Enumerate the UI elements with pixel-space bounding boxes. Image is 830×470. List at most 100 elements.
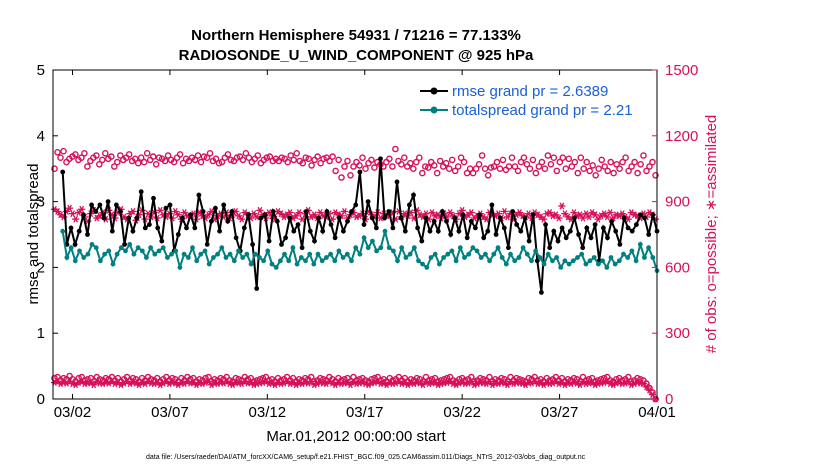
obs-possible-marker [176,151,184,158]
spread-point [361,235,367,241]
obs-assimilated-marker [171,208,179,215]
spread-point [269,261,275,267]
obs-possible-marker [619,158,626,166]
spread-point [169,251,174,257]
obs-assimilated-marker [570,209,578,217]
obs-possible-marker [625,167,632,175]
obs-possible-marker [87,157,94,165]
obs-possible-marker [335,156,342,164]
obs-possible-marker [448,156,456,164]
spread-point [612,261,618,267]
spread-point [219,245,225,251]
rmse-point [246,212,251,218]
rmse-point [576,232,581,237]
obs-possible-marker [409,165,417,172]
obs-possible-marker [239,156,247,164]
obs-assimilated-marker [558,202,566,210]
rmse-point [204,242,210,247]
rmse-point [493,232,499,237]
spread-point [441,255,446,260]
spread-point [495,245,501,251]
obs-possible-marker [227,156,235,164]
spread-point [374,248,379,254]
obs-assimilated-marker [428,209,436,217]
rmse-point [460,212,466,218]
rmse-point [332,235,338,241]
rmse-line [61,158,658,293]
rmse-point [258,215,264,221]
rmse-point [650,212,656,218]
spread-point [391,248,396,254]
obs-possible-marker [54,148,61,156]
y-tick-label: 4 [37,128,45,145]
obs-possible-marker [525,374,533,382]
rmse-point [221,202,227,208]
rmse-point [167,202,173,208]
obs-possible-marker [84,163,91,170]
spread-point [93,245,99,251]
obs-possible-marker [583,158,591,166]
obs-possible-marker [254,152,262,159]
obs-possible-marker [556,158,564,166]
spread-point [89,242,95,247]
spread-point [378,245,384,251]
spread-point [282,251,287,257]
spread-point [453,258,459,264]
spread-point [420,261,425,267]
obs-assimilated-marker [204,211,213,219]
obs-possible-marker [51,165,58,172]
obs-possible-marker [338,174,345,181]
obs-possible-marker [637,160,644,168]
obs-possible-marker [129,374,137,382]
spread-point [215,251,221,257]
spread-point [118,245,124,251]
rmse-point [427,228,433,234]
obs-assimilated-marker [624,377,632,385]
rmse-point [287,215,293,221]
rmse-point [357,169,363,175]
obs-possible-marker [299,159,307,167]
obs-possible-marker [108,153,115,160]
rmse-point [605,235,610,241]
spread-point [227,251,233,257]
y-tick-label: 1 [37,325,45,342]
obs-assimilated-marker [561,210,569,218]
spread-point [616,258,622,264]
rmse-point [307,228,313,234]
obs-possible-marker [445,165,453,172]
obs-assimilated-marker [419,381,427,389]
spread-point [349,258,354,264]
obs-possible-marker [478,152,486,159]
obs-possible-marker [233,154,241,161]
obs-possible-marker [490,163,498,170]
spread-point [278,258,283,264]
obs-possible-marker [442,159,450,167]
spread-point [646,245,651,251]
rmse-point [138,189,144,195]
obs-possible-marker [278,154,286,161]
obs-possible-marker [586,167,594,175]
obs-possible-marker [496,165,504,172]
spread-point [428,255,434,260]
rmse-point [551,228,557,234]
rmse-point [208,218,214,224]
rmse-point [200,209,206,214]
spread-point [252,251,258,257]
spread-point [202,248,208,254]
spread-point [265,248,271,254]
obs-possible-marker [143,149,151,157]
obs-possible-marker [329,153,336,160]
obs-assimilated-marker [316,209,324,217]
obs-possible-marker [463,169,471,177]
rmse-point [431,218,437,224]
obs-assimilated-marker [500,208,509,215]
rmse-point [320,228,326,234]
obs-possible-marker [511,163,519,170]
rmse-point [155,225,161,231]
spread-point [139,248,145,254]
spread-point [286,258,292,264]
rmse-point [543,222,548,228]
spread-point [587,258,593,264]
y-axis-label: rmse and totalspread [25,164,42,305]
obs-possible-marker [75,374,82,382]
